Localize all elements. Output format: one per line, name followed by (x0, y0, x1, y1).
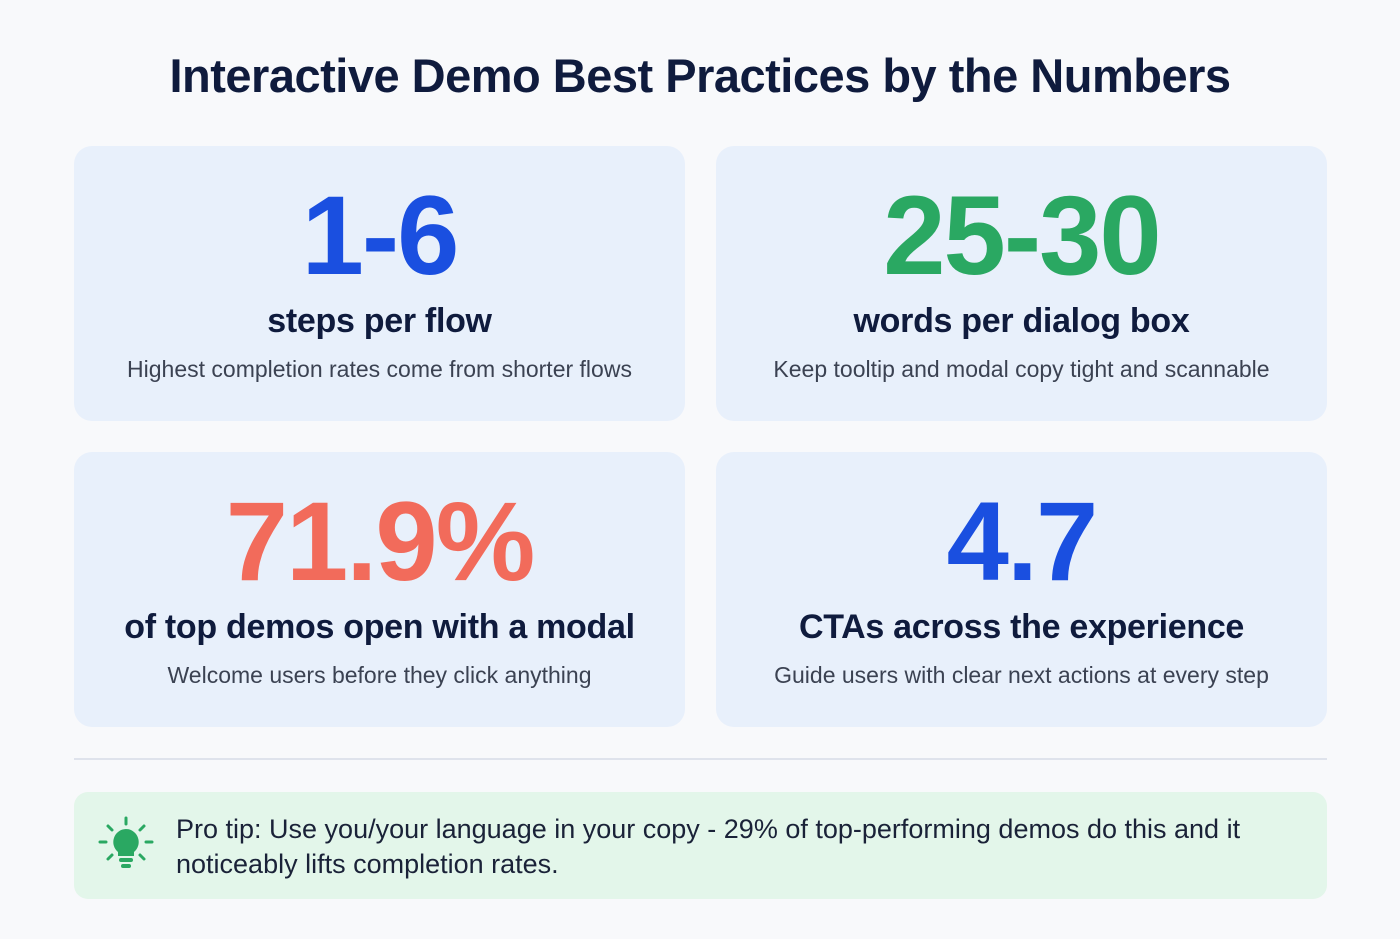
stat-label: words per dialog box (853, 302, 1190, 340)
lightbulb-icon (98, 816, 154, 868)
stat-label: CTAs across the experience (798, 608, 1245, 646)
stat-value: 71.9% (225, 479, 536, 604)
divider (74, 758, 1327, 760)
stat-card-steps: 1-6 steps per flow Highest completion ra… (74, 146, 685, 421)
stat-description: Welcome users before they click anything (167, 662, 592, 688)
pro-tip-box: Pro tip: Use you/your language in your c… (74, 792, 1327, 899)
stat-value: 25-30 (883, 173, 1161, 298)
pro-tip-text: Pro tip: Use you/your language in your c… (176, 814, 1241, 879)
stat-card-modal: 71.9% of top demos open with a modal Wel… (74, 452, 685, 727)
stat-card-words: 25-30 words per dialog box Keep tooltip … (716, 146, 1327, 421)
stat-value: 1-6 (301, 173, 460, 298)
stat-description: Highest completion rates come from short… (127, 356, 632, 382)
stat-label: steps per flow (267, 302, 492, 340)
stat-card-ctas: 4.7 CTAs across the experience Guide use… (716, 452, 1327, 727)
stat-value: 4.7 (946, 479, 1099, 604)
stat-description: Guide users with clear next actions at e… (774, 662, 1269, 688)
stat-label: of top demos open with a modal (124, 608, 635, 646)
page-title: Interactive Demo Best Practices by the N… (169, 49, 1231, 102)
stat-description: Keep tooltip and modal copy tight and sc… (773, 356, 1270, 382)
